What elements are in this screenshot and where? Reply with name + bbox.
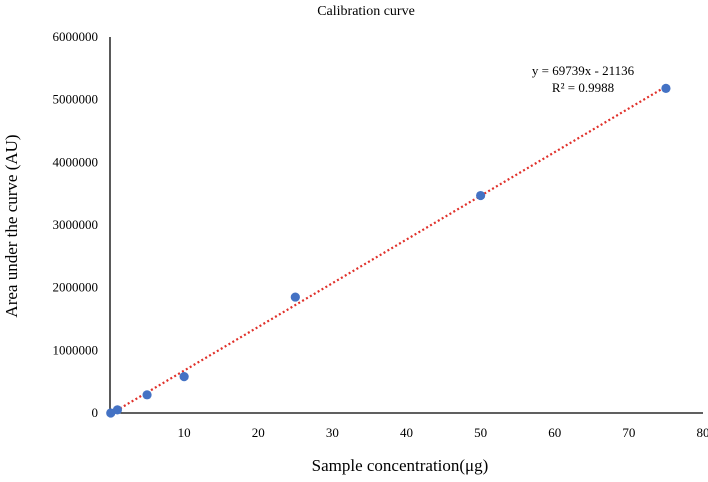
y-axis-title: Area under the curve (AU) [2, 134, 21, 317]
y-tick-labels: 0 1000000 2000000 3000000 4000000 5000000 6000… [53, 29, 99, 420]
y-tick-label: 1000000 [53, 342, 99, 357]
data-point [476, 191, 485, 200]
chart-title: Calibration curve [317, 4, 415, 19]
x-tick-label: 10 [178, 425, 191, 440]
trendline [112, 87, 666, 413]
y-tick-label: 0 [92, 405, 99, 420]
x-tick-label: 20 [252, 425, 265, 440]
x-tick-label: 60 [548, 425, 561, 440]
x-axis-title: Sample concentration(μg) [312, 456, 489, 475]
x-tick-label: 70 [622, 425, 635, 440]
x-tick-label: 40 [400, 425, 413, 440]
x-tick-label: 50 [474, 425, 487, 440]
data-point [291, 292, 300, 301]
y-tick-label: 5000000 [53, 92, 99, 107]
trendline-equation: y = 69739x - 21136 [532, 63, 635, 78]
y-tick-label: 4000000 [53, 154, 99, 169]
data-point [661, 84, 670, 93]
y-tick-label: 6000000 [53, 29, 99, 44]
y-tick-label: 2000000 [53, 280, 99, 295]
data-point [113, 405, 122, 414]
y-tick-label: 3000000 [53, 217, 99, 232]
trendline-r-squared: R² = 0.9988 [552, 80, 614, 95]
data-point [142, 390, 151, 399]
x-tick-labels: 10 20 30 40 50 60 70 80 [178, 425, 708, 440]
data-point [180, 372, 189, 381]
trendline-line [112, 87, 666, 413]
x-tick-label: 30 [326, 425, 339, 440]
x-tick-label: 80 [697, 425, 708, 440]
